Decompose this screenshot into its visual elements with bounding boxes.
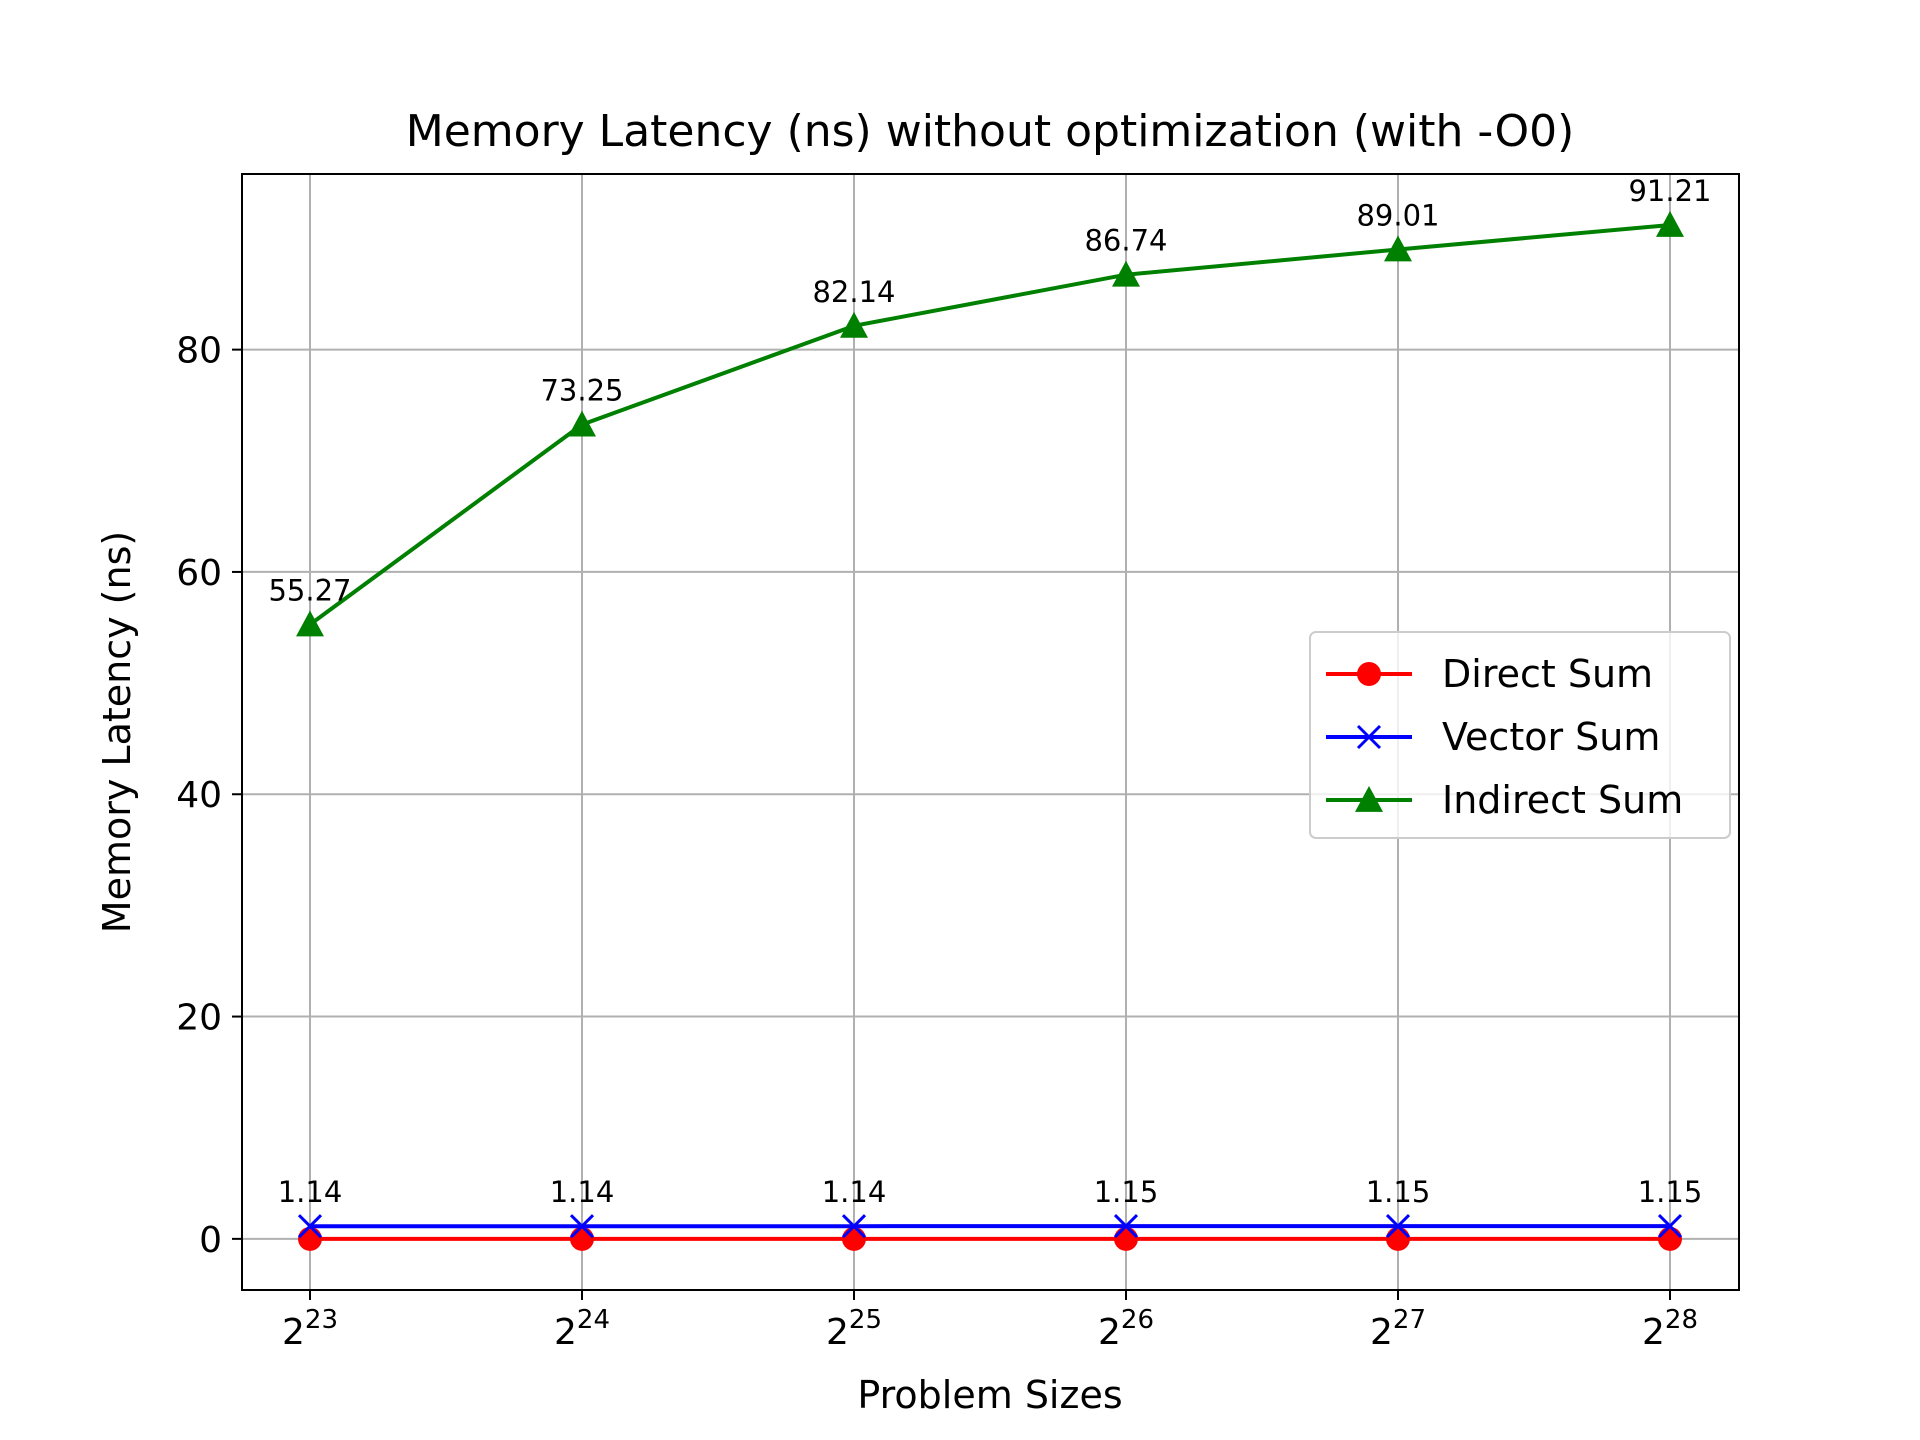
point-marker (1385, 1214, 1411, 1239)
grid (242, 174, 1739, 1290)
point-marker (1656, 211, 1684, 237)
data-label: 89.01 (1356, 198, 1439, 232)
data-label: 55.27 (268, 574, 351, 608)
data-label: 1.14 (278, 1175, 343, 1209)
legend-label: Vector Sum (1442, 715, 1660, 759)
plot-frame (241, 173, 1740, 1291)
series-layer (296, 211, 1684, 1251)
point-marker (1356, 724, 1382, 750)
x-tick-label: 223 (282, 1305, 338, 1353)
y-axis-label: Memory Latency (ns) (95, 531, 139, 933)
x-tick-label: 224 (554, 1305, 610, 1353)
ticks: 223 224 225 226 227 228 0 20 40 60 80 (176, 331, 1698, 1353)
y-tick-label: 0 (199, 1220, 222, 1261)
data-label: 1.14 (550, 1175, 615, 1209)
y-tick-label: 80 (176, 331, 222, 372)
legend-label: Indirect Sum (1442, 778, 1683, 822)
data-label: 1.14 (822, 1175, 887, 1209)
point-marker (298, 1226, 322, 1251)
point-marker (1658, 1226, 1682, 1251)
x-tick-label: 225 (826, 1305, 882, 1353)
point-marker (1355, 786, 1383, 812)
series-line-2 (308, 223, 1671, 627)
point-marker (840, 311, 868, 338)
point-marker (841, 1214, 867, 1239)
y-tick-label: 60 (176, 553, 222, 594)
point-marker (296, 610, 324, 637)
point-marker (1112, 260, 1140, 287)
legend: Direct Sum Vector Sum Indirect Sum (1309, 631, 1731, 839)
point-marker (1357, 662, 1381, 686)
point-marker (1386, 1226, 1410, 1251)
data-label: 82.14 (812, 275, 895, 309)
point-marker (568, 410, 596, 437)
x-tick-label: 226 (1098, 1305, 1154, 1353)
point-marker (570, 1226, 594, 1251)
chart-title: Memory Latency (ns) without optimization… (406, 106, 1575, 157)
data-label: 1.15 (1638, 1175, 1703, 1209)
legend-box (1309, 631, 1731, 839)
data-label: 86.74 (1084, 224, 1167, 258)
point-marker (297, 1214, 323, 1239)
x-tick-label: 228 (1642, 1305, 1698, 1353)
y-tick-label: 20 (176, 998, 222, 1039)
point-marker (1113, 1214, 1139, 1239)
point-marker (1657, 1214, 1683, 1239)
x-axis-label: Problem Sizes (857, 1373, 1122, 1417)
point-marker (569, 1214, 595, 1239)
data-label: 1.15 (1094, 1175, 1159, 1209)
point-marker (842, 1226, 866, 1251)
legend-label: Direct Sum (1442, 652, 1653, 696)
point-marker (1114, 1226, 1138, 1251)
point-marker (1384, 235, 1412, 262)
data-label: 1.15 (1366, 1175, 1431, 1209)
data-label: 73.25 (540, 374, 623, 408)
x-tick-label: 227 (1370, 1305, 1426, 1353)
y-tick-label: 40 (176, 775, 222, 816)
data-labels: 1.14 1.14 1.14 1.15 1.15 1.15 55.27 73.25 82.14 8… (268, 174, 1711, 1209)
data-label: 91.21 (1628, 174, 1711, 208)
